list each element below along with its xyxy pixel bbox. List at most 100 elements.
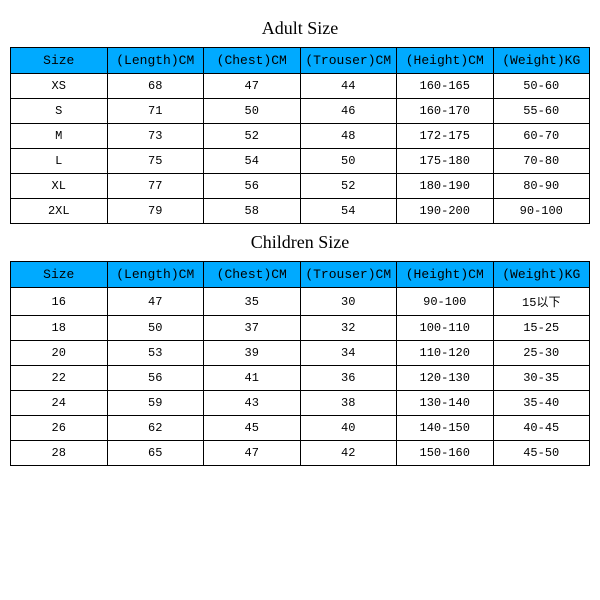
- table-cell: 25-30: [493, 341, 590, 366]
- col-length: (Length)CM: [107, 262, 204, 288]
- col-length: (Length)CM: [107, 48, 204, 74]
- table-cell: 47: [204, 441, 301, 466]
- table-cell: S: [11, 99, 108, 124]
- table-cell: 40-45: [493, 416, 590, 441]
- table-cell: 39: [204, 341, 301, 366]
- table-cell: XL: [11, 174, 108, 199]
- table-cell: 45-50: [493, 441, 590, 466]
- children-tbody: 1647353090-10015以下18503732100-11015-2520…: [11, 288, 590, 466]
- table-cell: 62: [107, 416, 204, 441]
- table-cell: 22: [11, 366, 108, 391]
- table-cell: L: [11, 149, 108, 174]
- table-cell: 2XL: [11, 199, 108, 224]
- table-cell: 90-100: [397, 288, 494, 316]
- table-cell: 28: [11, 441, 108, 466]
- table-cell: XS: [11, 74, 108, 99]
- table-cell: 55-60: [493, 99, 590, 124]
- table-cell: 140-150: [397, 416, 494, 441]
- table-cell: 68: [107, 74, 204, 99]
- children-title: Children Size: [10, 224, 590, 261]
- table-cell: 46: [300, 99, 397, 124]
- table-cell: 180-190: [397, 174, 494, 199]
- table-cell: 42: [300, 441, 397, 466]
- table-cell: 54: [300, 199, 397, 224]
- table-cell: M: [11, 124, 108, 149]
- col-size: Size: [11, 48, 108, 74]
- table-cell: 37: [204, 316, 301, 341]
- col-height: (Height)CM: [397, 262, 494, 288]
- adult-tbody: XS684744160-16550-60S715046160-17055-60M…: [11, 74, 590, 224]
- table-cell: 35: [204, 288, 301, 316]
- table-row: 24594338130-14035-40: [11, 391, 590, 416]
- table-cell: 50: [107, 316, 204, 341]
- table-cell: 172-175: [397, 124, 494, 149]
- table-cell: 56: [107, 366, 204, 391]
- table-cell: 190-200: [397, 199, 494, 224]
- table-cell: 35-40: [493, 391, 590, 416]
- col-weight: (Weight)KG: [493, 262, 590, 288]
- table-cell: 24: [11, 391, 108, 416]
- table-cell: 47: [204, 74, 301, 99]
- table-cell: 20: [11, 341, 108, 366]
- adult-table: Size (Length)CM (Chest)CM (Trouser)CM (H…: [10, 47, 590, 224]
- table-cell: 53: [107, 341, 204, 366]
- table-cell: 47: [107, 288, 204, 316]
- children-table: Size (Length)CM (Chest)CM (Trouser)CM (H…: [10, 261, 590, 466]
- table-cell: 59: [107, 391, 204, 416]
- adult-title: Adult Size: [10, 10, 590, 47]
- col-trouser: (Trouser)CM: [300, 48, 397, 74]
- table-cell: 30-35: [493, 366, 590, 391]
- table-cell: 79: [107, 199, 204, 224]
- col-height: (Height)CM: [397, 48, 494, 74]
- table-cell: 100-110: [397, 316, 494, 341]
- col-weight: (Weight)KG: [493, 48, 590, 74]
- col-chest: (Chest)CM: [204, 48, 301, 74]
- table-cell: 50: [204, 99, 301, 124]
- table-row: XL775652180-19080-90: [11, 174, 590, 199]
- table-cell: 52: [300, 174, 397, 199]
- table-row: 18503732100-11015-25: [11, 316, 590, 341]
- table-row: 22564136120-13030-35: [11, 366, 590, 391]
- table-cell: 15以下: [493, 288, 590, 316]
- table-cell: 70-80: [493, 149, 590, 174]
- table-row: 28654742150-16045-50: [11, 441, 590, 466]
- table-cell: 75: [107, 149, 204, 174]
- table-cell: 52: [204, 124, 301, 149]
- table-cell: 56: [204, 174, 301, 199]
- table-cell: 26: [11, 416, 108, 441]
- table-cell: 58: [204, 199, 301, 224]
- table-cell: 32: [300, 316, 397, 341]
- table-cell: 30: [300, 288, 397, 316]
- col-chest: (Chest)CM: [204, 262, 301, 288]
- table-row: L755450175-18070-80: [11, 149, 590, 174]
- table-cell: 34: [300, 341, 397, 366]
- table-cell: 175-180: [397, 149, 494, 174]
- table-cell: 90-100: [493, 199, 590, 224]
- table-cell: 150-160: [397, 441, 494, 466]
- children-header-row: Size (Length)CM (Chest)CM (Trouser)CM (H…: [11, 262, 590, 288]
- table-cell: 54: [204, 149, 301, 174]
- table-row: S715046160-17055-60: [11, 99, 590, 124]
- table-row: 26624540140-15040-45: [11, 416, 590, 441]
- table-cell: 16: [11, 288, 108, 316]
- adult-header-row: Size (Length)CM (Chest)CM (Trouser)CM (H…: [11, 48, 590, 74]
- table-cell: 48: [300, 124, 397, 149]
- table-cell: 15-25: [493, 316, 590, 341]
- table-cell: 44: [300, 74, 397, 99]
- table-cell: 80-90: [493, 174, 590, 199]
- table-cell: 40: [300, 416, 397, 441]
- table-cell: 60-70: [493, 124, 590, 149]
- table-cell: 71: [107, 99, 204, 124]
- table-cell: 120-130: [397, 366, 494, 391]
- table-cell: 160-165: [397, 74, 494, 99]
- table-cell: 50: [300, 149, 397, 174]
- col-trouser: (Trouser)CM: [300, 262, 397, 288]
- table-cell: 36: [300, 366, 397, 391]
- table-cell: 43: [204, 391, 301, 416]
- table-cell: 73: [107, 124, 204, 149]
- table-row: 1647353090-10015以下: [11, 288, 590, 316]
- table-cell: 50-60: [493, 74, 590, 99]
- table-cell: 65: [107, 441, 204, 466]
- size-chart-container: Adult Size Size (Length)CM (Chest)CM (Tr…: [10, 10, 590, 466]
- table-row: XS684744160-16550-60: [11, 74, 590, 99]
